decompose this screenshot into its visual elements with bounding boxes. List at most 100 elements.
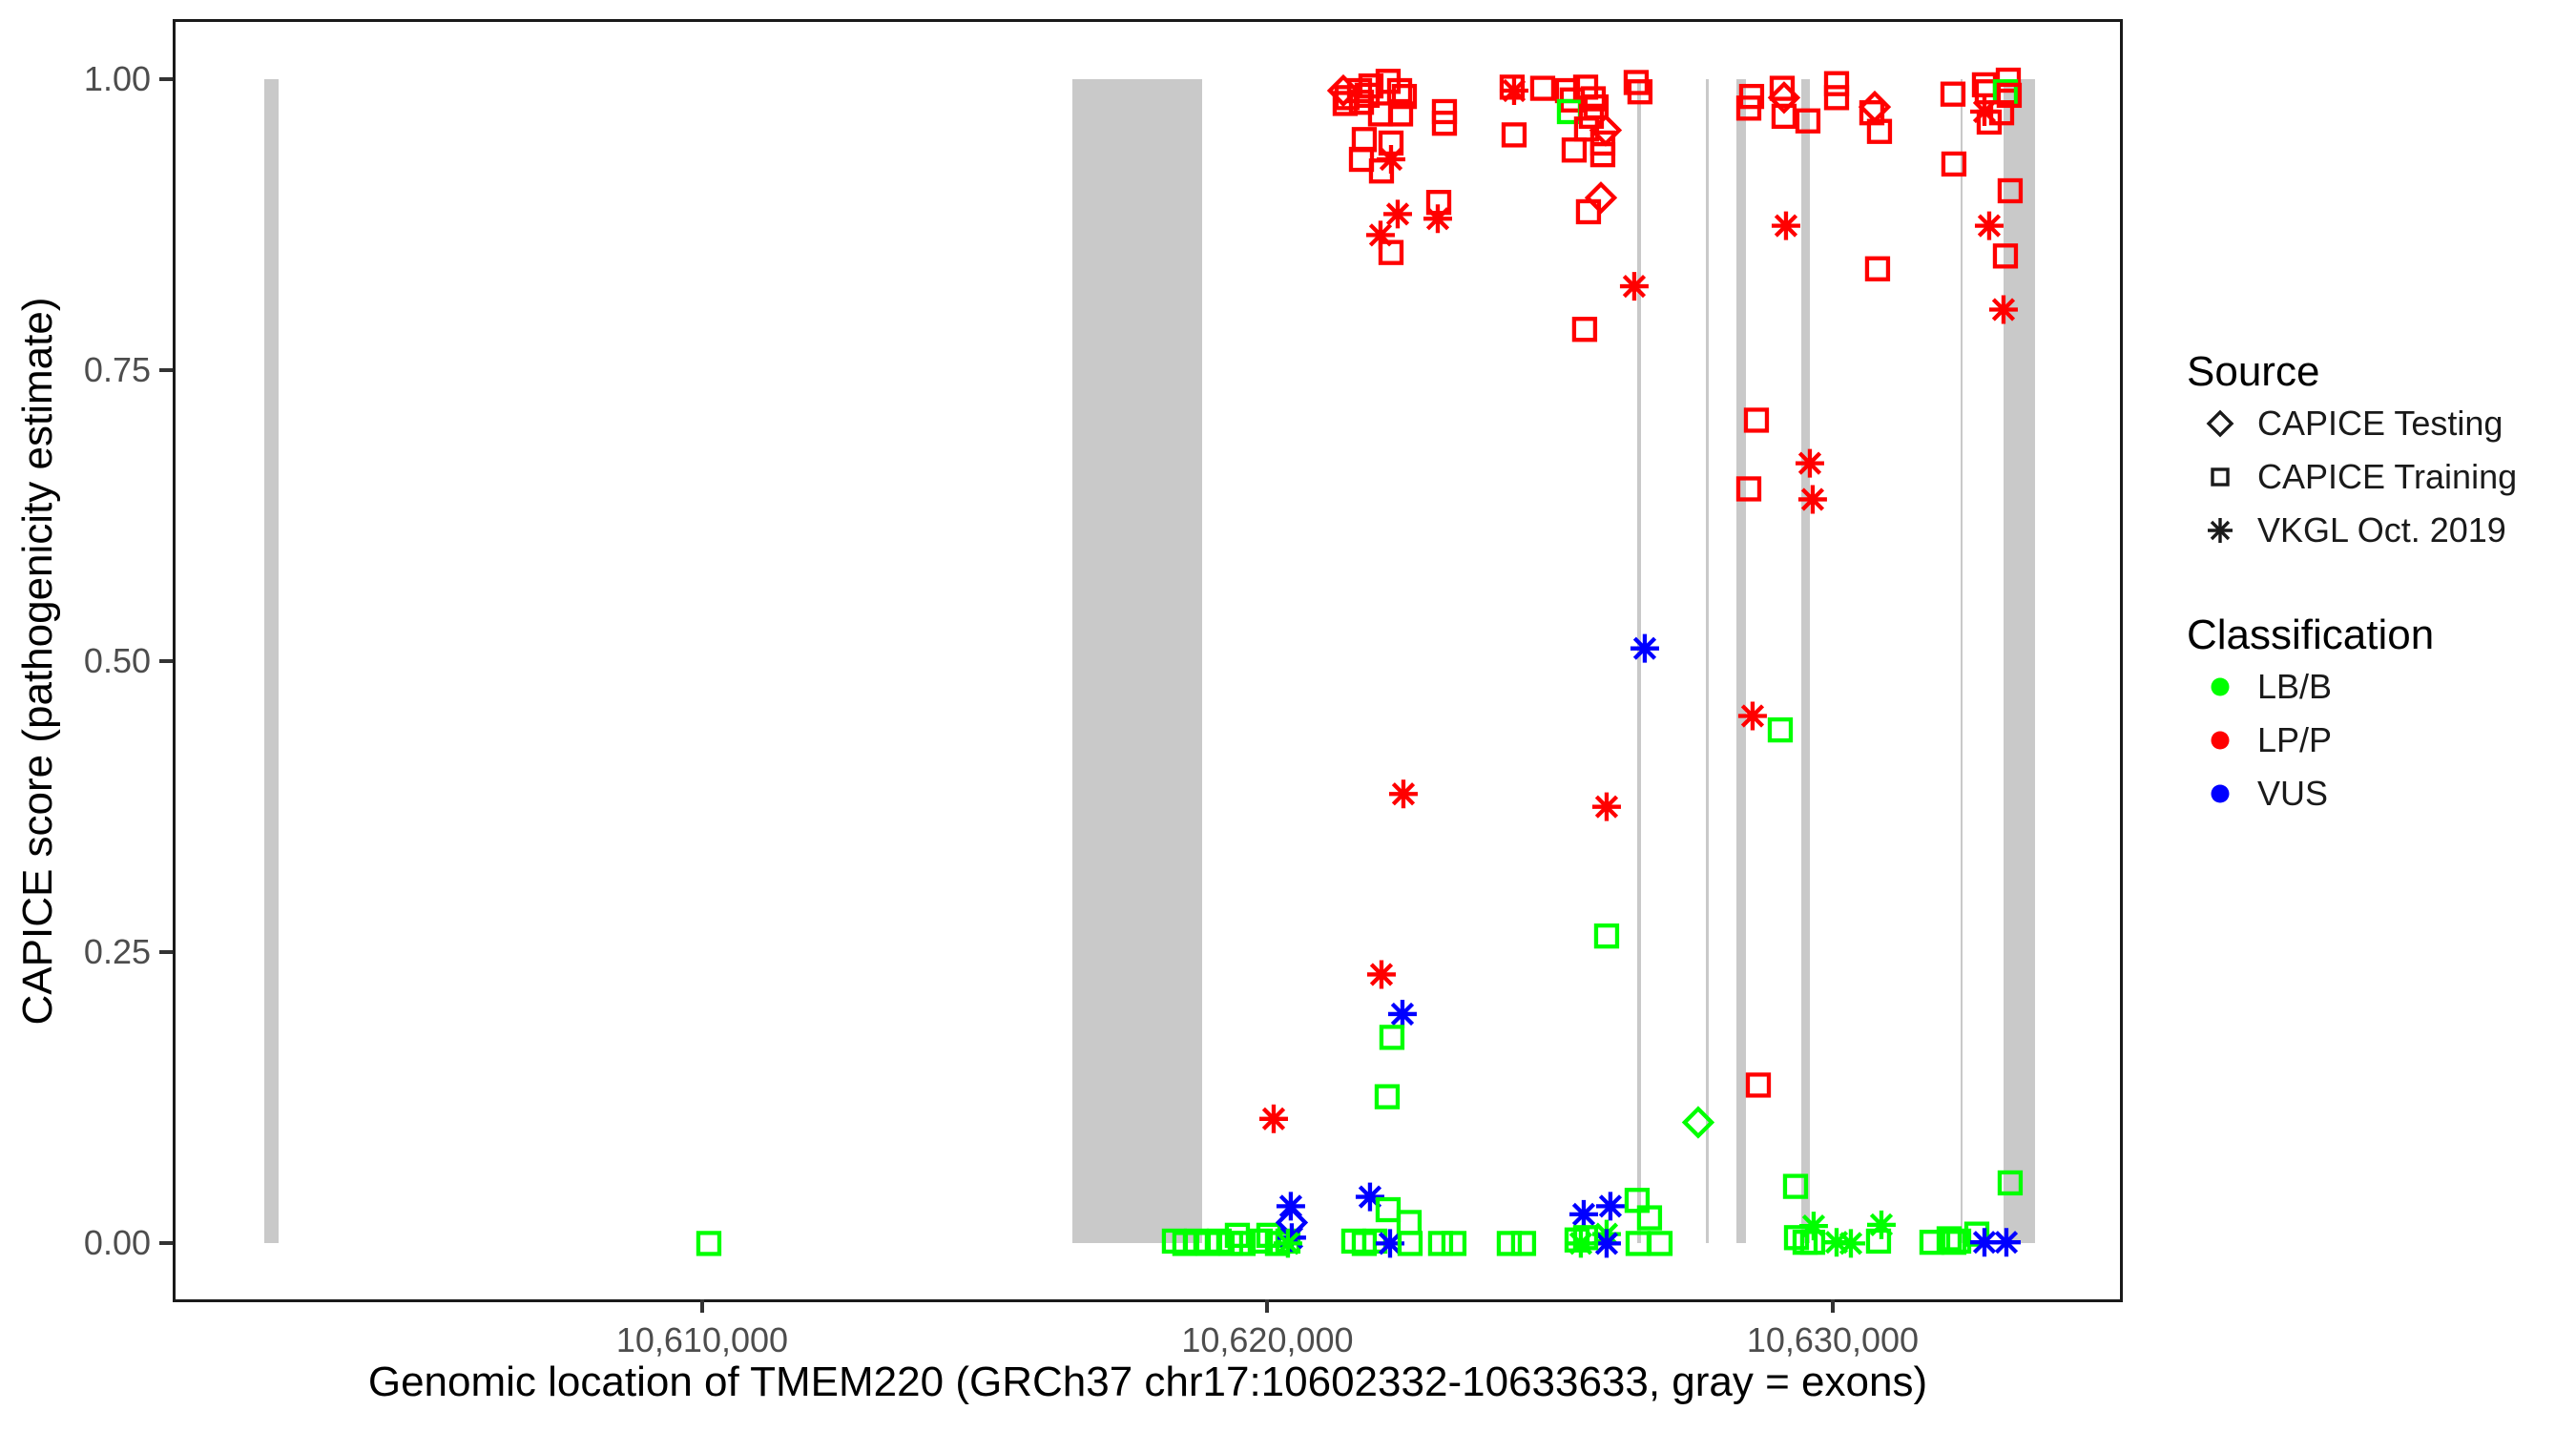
data-point — [1396, 1210, 1423, 1235]
legend-classification-title: Classification — [2187, 612, 2435, 658]
data-point — [1619, 272, 1649, 301]
legend-item-label: CAPICE Training — [2257, 457, 2518, 496]
exon-band — [1800, 78, 1810, 1244]
data-point — [1427, 1231, 1454, 1256]
data-point — [1859, 100, 1885, 126]
data-point — [1378, 239, 1404, 265]
data-point — [1864, 256, 1891, 281]
data-point — [1388, 779, 1418, 809]
data-point — [1681, 1106, 1715, 1139]
data-point — [1636, 1205, 1663, 1231]
x-tick-mark — [1265, 1299, 1270, 1313]
data-point — [1836, 1229, 1865, 1258]
data-point — [1391, 83, 1418, 110]
data-point — [1945, 1228, 1972, 1255]
data-point — [1589, 141, 1616, 168]
data-point — [1798, 1212, 1828, 1241]
data-point — [1627, 79, 1653, 105]
data-point — [1501, 122, 1527, 148]
legend-item-label: VKGL Oct. 2019 — [2257, 510, 2506, 550]
data-point — [1795, 108, 1821, 134]
legend-item-label: LB/B — [2257, 667, 2333, 706]
data-point — [1735, 476, 1762, 502]
data-point — [1976, 109, 2003, 135]
y-tick-mark — [159, 76, 173, 81]
exon-band — [1705, 78, 1709, 1244]
data-point — [1431, 111, 1458, 136]
data-point — [1745, 1072, 1772, 1098]
data-point — [1230, 1231, 1257, 1256]
data-point — [1584, 181, 1618, 215]
y-axis-title: CAPICE score (pathogenicity estimate) — [14, 297, 61, 1025]
data-point — [1769, 75, 1796, 101]
data-point — [1568, 1199, 1598, 1229]
legend-item-capice-training: CAPICE Training — [2187, 450, 2517, 504]
asterisk-icon — [2198, 508, 2242, 552]
x-tick-label: 10,610,000 — [615, 1320, 789, 1359]
data-point — [1575, 198, 1602, 225]
exon-band — [1636, 78, 1641, 1244]
data-point — [1572, 1225, 1599, 1251]
data-point — [1580, 86, 1607, 112]
data-point — [1566, 1229, 1595, 1258]
data-point — [1647, 1231, 1673, 1256]
data-point — [1630, 633, 1659, 663]
data-point — [1387, 999, 1417, 1028]
legend-item-lpp: LP/P — [2187, 714, 2517, 767]
data-point — [1276, 1192, 1305, 1221]
legend-item-vkgl: VKGL Oct. 2019 — [2187, 504, 2517, 557]
data-point — [1771, 103, 1797, 130]
y-tick-mark — [159, 1241, 173, 1246]
data-point — [1561, 137, 1588, 163]
data-point — [1397, 1231, 1423, 1256]
y-tick-mark — [159, 659, 173, 664]
data-point — [1743, 407, 1770, 433]
data-point — [1355, 1182, 1384, 1212]
data-point — [1258, 1104, 1288, 1133]
data-point — [1996, 82, 2023, 109]
legend-item-lbb: LB/B — [2187, 660, 2517, 714]
data-point — [1737, 701, 1767, 731]
exon-band — [1071, 78, 1202, 1244]
x-axis-title: Genomic location of TMEM220 (GRCh37 chr1… — [367, 1358, 1928, 1405]
y-tick-mark — [159, 950, 173, 955]
data-point — [1991, 1228, 2021, 1257]
x-tick-mark — [699, 1299, 704, 1313]
data-point — [1578, 103, 1605, 130]
legend-item-label: VUS — [2257, 774, 2329, 813]
data-point — [1625, 1231, 1652, 1256]
y-tick-label: 1.00 — [83, 58, 151, 98]
data-point — [1273, 1229, 1302, 1258]
data-point — [1375, 1196, 1402, 1223]
data-point — [1571, 317, 1598, 342]
data-point — [1771, 211, 1800, 240]
data-point — [1374, 1084, 1401, 1110]
data-point — [1992, 243, 2019, 269]
data-point — [1782, 1173, 1809, 1199]
data-point — [1963, 1221, 1990, 1247]
y-tick-label: 0.50 — [83, 641, 151, 681]
x-tick-mark — [1830, 1299, 1835, 1313]
data-point — [1591, 792, 1621, 821]
data-point — [696, 1231, 722, 1256]
data-point — [1499, 76, 1528, 106]
square-icon — [2198, 455, 2242, 499]
blue-dot-icon — [2198, 772, 2242, 816]
diamond-icon — [2198, 402, 2242, 446]
data-point — [1767, 716, 1794, 743]
exon-band — [2003, 78, 2036, 1244]
data-point — [1797, 485, 1827, 514]
data-point — [1387, 101, 1414, 127]
data-point — [1529, 75, 1556, 101]
data-point — [1795, 448, 1824, 478]
data-point — [1375, 1229, 1404, 1258]
data-point — [1365, 220, 1395, 250]
data-point — [1441, 1231, 1467, 1256]
y-tick-mark — [159, 367, 173, 372]
data-point — [1595, 1192, 1625, 1221]
y-tick-label: 0.00 — [83, 1223, 151, 1263]
data-point — [1823, 71, 1850, 96]
data-point — [1823, 85, 1850, 111]
